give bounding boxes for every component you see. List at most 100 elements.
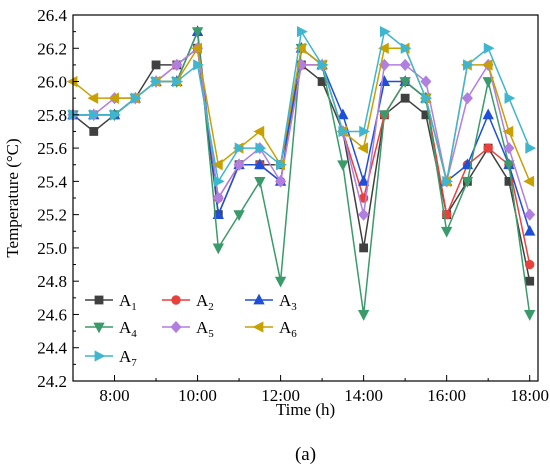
legend: A1 A2 A3 A4 A5 A6 A7 <box>85 291 297 369</box>
data-point-A1 <box>151 60 161 70</box>
data-point-A6 <box>253 125 265 138</box>
series-line-A1 <box>72 46 531 282</box>
data-point-A1 <box>525 276 535 286</box>
data-point-A5 <box>358 208 370 221</box>
x-tick-label: 18:00 <box>510 386 549 405</box>
legend-label-A3: A3 <box>279 291 297 313</box>
legend-item-A2: A2 <box>162 291 214 313</box>
data-point-A7 <box>234 142 246 154</box>
data-point-A5 <box>503 141 515 155</box>
data-point-A5 <box>171 58 183 72</box>
legend-marker-A4 <box>93 322 105 334</box>
data-point-A6 <box>357 142 369 154</box>
data-point-A3 <box>378 75 391 86</box>
data-point-A6 <box>378 42 389 54</box>
y-tick-label: 24.4 <box>37 339 67 358</box>
data-point-A4 <box>482 77 494 88</box>
data-point-A1 <box>89 127 99 136</box>
y-tick-label: 25.6 <box>37 139 67 158</box>
legend-label-A5: A5 <box>196 318 214 340</box>
legend-marker-A7 <box>94 350 106 362</box>
legend-item-A5: A5 <box>162 318 214 340</box>
data-point-A3 <box>524 224 536 236</box>
series-A3 <box>67 25 536 236</box>
legend-marker-A5 <box>170 320 182 334</box>
series-line-A2 <box>73 46 531 265</box>
data-point-A7 <box>504 92 516 104</box>
data-point-A7 <box>193 59 204 71</box>
data-point-A6 <box>191 42 202 54</box>
data-point-A4 <box>524 310 536 321</box>
legend-label-A2: A2 <box>196 291 214 313</box>
data-point-A7 <box>379 25 391 38</box>
data-point-A4 <box>503 160 515 172</box>
legend-item-A3: A3 <box>245 291 297 313</box>
data-point-A4 <box>191 27 204 38</box>
x-tick-label: 8:00 <box>99 386 129 405</box>
data-point-A7 <box>525 142 537 154</box>
data-point-A4 <box>274 276 287 288</box>
data-point-A7 <box>483 42 495 54</box>
legend-marker-A2 <box>171 295 181 305</box>
data-point-A5 <box>420 75 432 88</box>
x-tick-label: 14:00 <box>344 386 383 405</box>
legend-item-A4: A4 <box>85 318 137 340</box>
data-point-A7 <box>463 59 474 71</box>
data-point-A6 <box>108 92 119 104</box>
y-tick-label: 25.2 <box>37 206 67 225</box>
data-point-A4 <box>399 77 411 88</box>
data-point-A6 <box>481 59 493 71</box>
data-point-A6 <box>294 42 306 54</box>
data-point-A3 <box>337 108 349 120</box>
y-tick-label: 25.4 <box>37 172 67 191</box>
data-point-A6 <box>523 175 535 188</box>
data-point-A3 <box>357 175 370 186</box>
data-point-A7 <box>130 92 142 104</box>
data-point-A7 <box>110 109 121 121</box>
data-point-A5 <box>212 191 224 205</box>
data-point-A7 <box>442 175 454 188</box>
data-point-A5 <box>461 92 473 105</box>
legend-label-A4: A4 <box>119 318 137 340</box>
data-point-A4 <box>440 226 453 238</box>
data-point-A4 <box>357 310 370 321</box>
data-point-A2 <box>524 259 535 270</box>
data-point-A7 <box>296 25 308 38</box>
legend-marker-A1 <box>94 295 104 305</box>
data-point-A4 <box>337 160 349 172</box>
series-line-A4 <box>73 31 531 315</box>
data-point-A7 <box>89 109 101 121</box>
data-point-A3 <box>254 158 266 170</box>
y-tick-label: 25.8 <box>37 106 67 125</box>
data-point-A5 <box>524 208 536 221</box>
data-point-A5 <box>399 58 411 72</box>
x-tick-label: 10:00 <box>178 386 217 405</box>
y-tick-label: 26.2 <box>37 39 67 58</box>
legend-item-A7: A7 <box>85 347 137 369</box>
data-point-A4 <box>254 176 266 188</box>
y-tick-label: 26.0 <box>37 73 67 92</box>
data-point-A4 <box>212 243 224 255</box>
figure-caption: (a) <box>295 444 316 465</box>
legend-item-A6: A6 <box>245 318 297 340</box>
data-point-A4 <box>378 110 391 122</box>
data-point-A7 <box>338 125 350 138</box>
data-point-A1 <box>400 93 410 103</box>
series-line-A5 <box>73 46 531 215</box>
y-tick-label: 24.8 <box>37 272 67 291</box>
legend-marker-A6 <box>252 321 264 333</box>
legend-label-A6: A6 <box>279 318 297 340</box>
data-point-A1 <box>359 243 369 253</box>
y-tick-label: 25.0 <box>37 239 67 258</box>
data-point-A7 <box>172 75 184 88</box>
y-tick-label: 26.4 <box>37 6 67 25</box>
y-axis-title: Temperature (°C) <box>3 138 22 257</box>
x-tick-label: 12:00 <box>261 386 300 405</box>
series-A4 <box>67 27 536 321</box>
data-point-A7 <box>276 159 287 171</box>
data-point-A6 <box>211 159 223 171</box>
plot-frame <box>72 14 539 382</box>
x-axis-title: Time (h) <box>276 400 335 419</box>
series-A2 <box>68 43 535 270</box>
